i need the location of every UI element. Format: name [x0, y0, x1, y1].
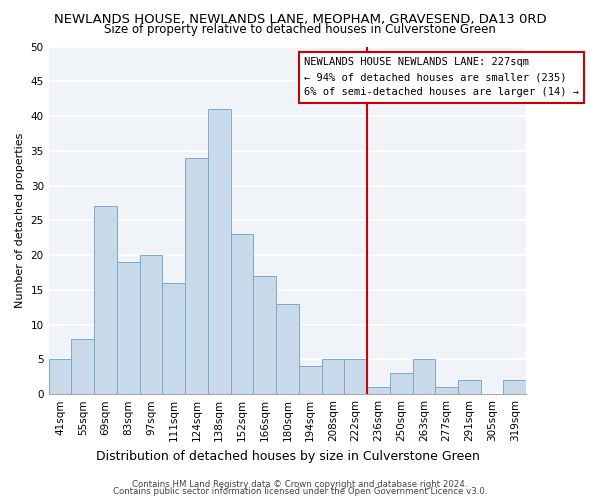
Bar: [140, 255, 163, 394]
Bar: [276, 304, 299, 394]
Bar: [49, 360, 71, 394]
Text: Contains public sector information licensed under the Open Government Licence v3: Contains public sector information licen…: [113, 488, 487, 496]
Bar: [208, 109, 230, 394]
Bar: [163, 283, 185, 394]
Bar: [367, 387, 390, 394]
Bar: [458, 380, 481, 394]
Bar: [322, 360, 344, 394]
Bar: [503, 380, 526, 394]
Y-axis label: Number of detached properties: Number of detached properties: [15, 132, 25, 308]
Text: Size of property relative to detached houses in Culverstone Green: Size of property relative to detached ho…: [104, 22, 496, 36]
Bar: [94, 206, 117, 394]
Text: NEWLANDS HOUSE, NEWLANDS LANE, MEOPHAM, GRAVESEND, DA13 0RD: NEWLANDS HOUSE, NEWLANDS LANE, MEOPHAM, …: [53, 12, 547, 26]
Bar: [344, 360, 367, 394]
Bar: [185, 158, 208, 394]
Bar: [117, 262, 140, 394]
Bar: [230, 234, 253, 394]
Text: Contains HM Land Registry data © Crown copyright and database right 2024.: Contains HM Land Registry data © Crown c…: [132, 480, 468, 489]
Bar: [435, 387, 458, 394]
Bar: [299, 366, 322, 394]
Bar: [390, 374, 413, 394]
Bar: [413, 360, 435, 394]
X-axis label: Distribution of detached houses by size in Culverstone Green: Distribution of detached houses by size …: [95, 450, 479, 462]
Bar: [253, 276, 276, 394]
Text: NEWLANDS HOUSE NEWLANDS LANE: 227sqm
← 94% of detached houses are smaller (235)
: NEWLANDS HOUSE NEWLANDS LANE: 227sqm ← 9…: [304, 57, 579, 98]
Bar: [71, 338, 94, 394]
